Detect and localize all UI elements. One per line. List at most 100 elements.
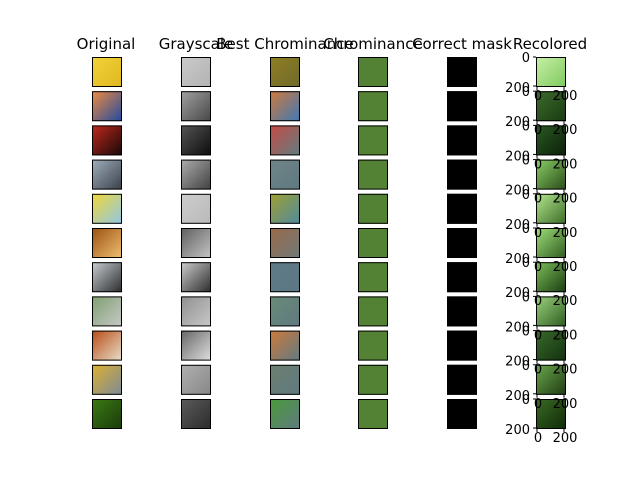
best-chrominance-thumb <box>270 296 300 327</box>
grayscale-thumb-frame <box>181 91 211 122</box>
recolored-thumb-frame <box>536 228 566 258</box>
y-tick-label: 0 <box>522 325 530 340</box>
chrominance-thumb-frame <box>358 364 388 395</box>
chrominance-thumb-frame <box>358 159 388 190</box>
original-thumb-frame <box>92 364 122 395</box>
recolored-thumb <box>536 57 566 87</box>
y-tick-label: 200 <box>505 320 530 335</box>
recolored-thumb <box>536 296 566 327</box>
chrominance-thumb-frame <box>358 91 388 122</box>
grayscale-thumb <box>181 399 211 429</box>
chrominance-thumb <box>358 330 388 361</box>
best-chrominance-thumb-frame <box>270 399 300 429</box>
recolored-thumb-frame <box>536 193 566 224</box>
chrominance-thumb-frame <box>358 330 388 361</box>
grayscale-thumb <box>181 125 211 156</box>
recolored-thumb <box>536 399 566 429</box>
recolored-thumb <box>536 193 566 224</box>
recolored-thumb-frame <box>536 125 566 156</box>
best-chrominance-thumb <box>270 193 300 224</box>
best-chrominance-thumb <box>270 228 300 258</box>
correct-mask-thumb-frame <box>447 399 477 429</box>
y-tick-label: 0 <box>522 51 530 66</box>
x-tick-label: 200 <box>553 157 578 172</box>
best-chrominance-thumb <box>270 91 300 122</box>
correct-mask-thumb-frame <box>447 262 477 293</box>
x-tick-label: 0 <box>534 123 542 138</box>
best-chrominance-thumb <box>270 364 300 395</box>
recolored-thumb-frame <box>536 57 566 87</box>
column-title-grayscale: Grayscale <box>159 35 234 53</box>
y-tick-label: 0 <box>522 188 530 203</box>
best-chrominance-thumb <box>270 159 300 190</box>
correct-mask-thumb <box>447 91 477 122</box>
recolored-thumb-frame <box>536 159 566 190</box>
y-tick-label: 0 <box>522 393 530 408</box>
chrominance-thumb <box>358 228 388 258</box>
grayscale-thumb-frame <box>181 330 211 361</box>
original-thumb-frame <box>92 125 122 156</box>
original-thumb <box>92 193 122 224</box>
grayscale-thumb <box>181 193 211 224</box>
y-tick-label: 200 <box>505 286 530 301</box>
best-chrominance-thumb <box>270 330 300 361</box>
y-tick-label: 200 <box>505 423 530 438</box>
best-chrominance-thumb-frame <box>270 159 300 190</box>
best-chrominance-thumb <box>270 57 300 87</box>
original-thumb-frame <box>92 159 122 190</box>
original-thumb <box>92 91 122 122</box>
chrominance-thumb <box>358 399 388 429</box>
best-chrominance-thumb-frame <box>270 262 300 293</box>
chrominance-thumb-frame <box>358 193 388 224</box>
x-tick-label: 200 <box>553 226 578 241</box>
best-chrominance-thumb-frame <box>270 125 300 156</box>
chrominance-thumb <box>358 193 388 224</box>
x-tick-label: 0 <box>534 192 542 207</box>
original-thumb <box>92 330 122 361</box>
y-tick-label: 0 <box>522 119 530 134</box>
chrominance-thumb <box>358 296 388 327</box>
recolored-thumb-frame <box>536 91 566 122</box>
best-chrominance-thumb-frame <box>270 193 300 224</box>
x-tick-label: 0 <box>534 328 542 343</box>
grayscale-thumb-frame <box>181 364 211 395</box>
grayscale-thumb-frame <box>181 296 211 327</box>
correct-mask-thumb <box>447 125 477 156</box>
y-tick-label: 200 <box>505 389 530 404</box>
best-chrominance-thumb <box>270 262 300 293</box>
best-chrominance-thumb <box>270 399 300 429</box>
grayscale-thumb <box>181 57 211 87</box>
column-title-chrominance: Chrominance <box>323 35 422 53</box>
y-tick-label: 0 <box>522 85 530 100</box>
x-tick-label: 200 <box>553 294 578 309</box>
correct-mask-thumb <box>447 262 477 293</box>
correct-mask-thumb-frame <box>447 330 477 361</box>
original-thumb-frame <box>92 399 122 429</box>
correct-mask-thumb-frame <box>447 228 477 258</box>
best-chrominance-thumb-frame <box>270 91 300 122</box>
x-tick-label: 200 <box>553 89 578 104</box>
chrominance-thumb <box>358 262 388 293</box>
column-title-best-chrominance: Best Chrominance <box>216 35 353 53</box>
x-tick-label: 0 <box>534 89 542 104</box>
recolored-thumb-frame <box>536 262 566 293</box>
grayscale-thumb <box>181 91 211 122</box>
original-thumb <box>92 159 122 190</box>
recolored-thumb <box>536 228 566 258</box>
best-chrominance-thumb-frame <box>270 296 300 327</box>
grayscale-thumb <box>181 159 211 190</box>
original-thumb <box>92 399 122 429</box>
chrominance-thumb-frame <box>358 125 388 156</box>
y-tick-label: 200 <box>505 184 530 199</box>
original-thumb-frame <box>92 193 122 224</box>
recolored-thumb <box>536 262 566 293</box>
grayscale-thumb-frame <box>181 228 211 258</box>
original-thumb <box>92 57 122 87</box>
best-chrominance-thumb <box>270 125 300 156</box>
grayscale-thumb-frame <box>181 159 211 190</box>
x-tick-label: 200 <box>553 328 578 343</box>
chrominance-thumb <box>358 57 388 87</box>
